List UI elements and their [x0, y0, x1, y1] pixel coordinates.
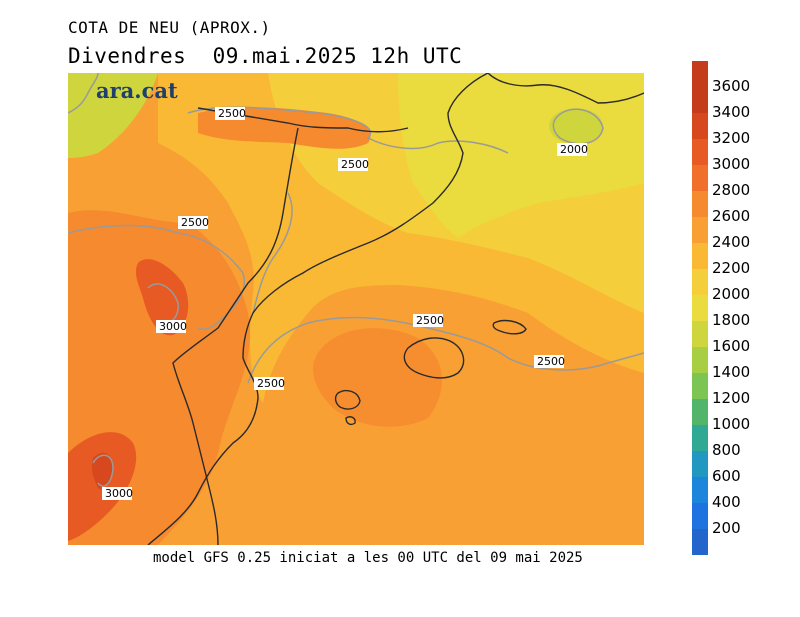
colorbar-swatch — [692, 321, 708, 348]
coastline-france — [487, 73, 644, 104]
contour-3000-sw — [92, 454, 114, 487]
island-ibiza — [334, 389, 361, 410]
colorbar-swatch — [692, 165, 708, 192]
contour-label: 2500 — [257, 377, 285, 390]
field-se-orange — [313, 328, 442, 427]
colorbar-label: 1000 — [712, 415, 751, 433]
colorbar-label: 1600 — [712, 337, 751, 355]
colorbar-swatch — [692, 295, 708, 322]
contour-grey-ne-circle — [552, 108, 604, 145]
colorbar-swatch — [692, 243, 708, 270]
colorbar-label: 3000 — [712, 155, 751, 173]
colorbar-swatch — [692, 139, 708, 166]
colorbar-label: 1400 — [712, 363, 751, 381]
colorbar-label: 2400 — [712, 233, 751, 251]
contour-grey-nw — [68, 73, 99, 114]
colorbar-label: 2000 — [712, 285, 751, 303]
colorbar-swatch — [692, 503, 708, 530]
colorbar-label: 1800 — [712, 311, 751, 329]
colorbar-swatch — [692, 373, 708, 400]
contour-label: 2500 — [416, 314, 444, 327]
contour-grey-coast — [252, 192, 293, 314]
colorbar-swatch — [692, 113, 708, 140]
colorbar-swatch — [692, 269, 708, 296]
colorbar-swatch — [692, 191, 708, 218]
colorbar-label: 400 — [712, 493, 741, 511]
island-formentera — [345, 416, 356, 426]
colorbar-label: 800 — [712, 441, 741, 459]
colorbar-label: 1200 — [712, 389, 751, 407]
colorbar-cap — [692, 61, 708, 87]
colorbar-label: 3600 — [712, 77, 751, 95]
contour-2500-west — [68, 224, 245, 330]
contour-label: 2500 — [218, 107, 246, 120]
contour-label: 2000 — [560, 143, 588, 156]
colorbar-swatch — [692, 399, 708, 426]
colorbar-label: 2800 — [712, 181, 751, 199]
contour-label: 2500 — [181, 216, 209, 229]
colorbar-label: 2200 — [712, 259, 751, 277]
contour-label: 2500 — [341, 158, 369, 171]
island-menorca — [492, 319, 527, 335]
border-vertical — [172, 127, 299, 545]
contour-2500-south — [247, 316, 644, 384]
field-darkred-southwest — [91, 452, 113, 490]
coastline-mainland — [147, 73, 489, 545]
island-mallorca — [403, 337, 465, 379]
contour-labels: 2500 2500 2000 2500 2500 3000 2500 2500 … — [102, 107, 588, 500]
colorbar-swatch — [692, 451, 708, 478]
ara-cat-logo: ara.cat — [96, 78, 178, 103]
colorbar-swatch — [692, 425, 708, 452]
colorbar-label: 2600 — [712, 207, 751, 225]
colorbar-label: 600 — [712, 467, 741, 485]
contour-2500-north — [187, 106, 509, 154]
colorbar-swatch — [692, 87, 708, 114]
contour-label: 3000 — [159, 320, 187, 333]
map-date: Divendres 09.mai.2025 12h UTC — [68, 44, 463, 68]
contour-label: 3000 — [105, 487, 133, 500]
model-info: model GFS 0.25 iniciat a les 00 UTC del … — [153, 550, 583, 566]
field-green-1800-spot — [549, 108, 603, 144]
colorbar — [692, 61, 708, 555]
contour-label: 2500 — [537, 355, 565, 368]
colorbar-swatch — [692, 217, 708, 244]
colorbar-label: 3200 — [712, 129, 751, 147]
map-title: COTA DE NEU (APROX.) — [68, 18, 271, 37]
colorbar-swatch — [692, 477, 708, 504]
field-green-2000-nw — [68, 73, 158, 158]
colorbar-swatch — [692, 529, 708, 555]
colorbar-label: 3400 — [712, 103, 751, 121]
snow-level-map: 2500 2500 2000 2500 2500 3000 2500 2500 … — [68, 73, 644, 545]
colorbar-swatch — [692, 347, 708, 374]
colorbar-label: 200 — [712, 519, 741, 537]
